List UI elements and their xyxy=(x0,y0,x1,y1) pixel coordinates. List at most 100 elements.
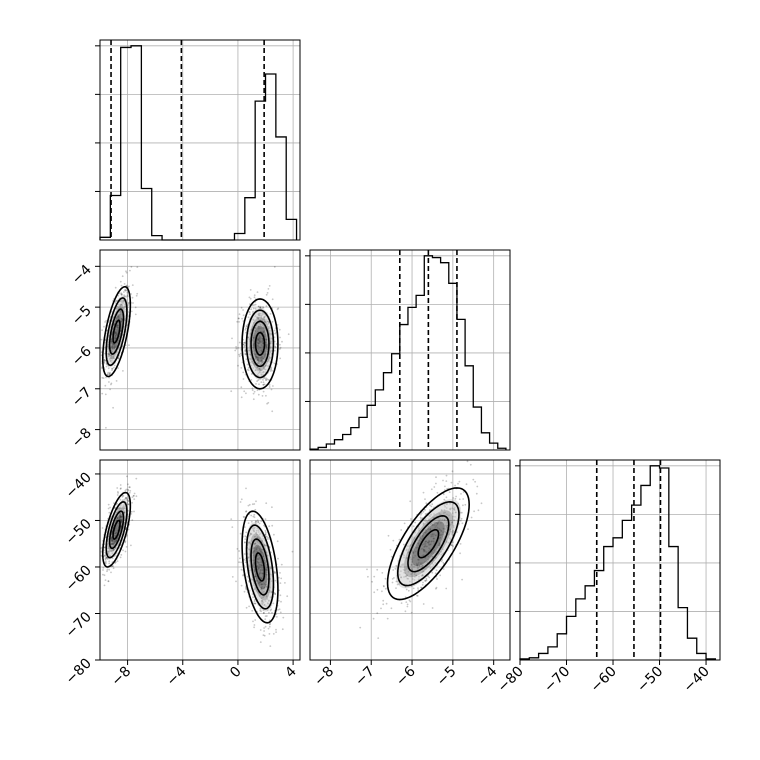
sample-point xyxy=(235,347,238,350)
sample-point xyxy=(256,341,258,343)
sample-point xyxy=(249,332,252,335)
sample-point xyxy=(257,356,259,359)
sample-point xyxy=(269,333,271,336)
sample-point xyxy=(264,354,266,357)
sample-point xyxy=(257,316,260,319)
sample-point xyxy=(480,502,483,505)
sample-point xyxy=(254,303,257,306)
sample-point xyxy=(244,350,247,353)
sample-point xyxy=(110,346,113,349)
sample-point xyxy=(257,359,260,362)
sample-point xyxy=(264,356,267,358)
sample-point xyxy=(273,329,276,332)
sample-point xyxy=(258,346,261,348)
sample-point xyxy=(250,364,253,367)
sample-point xyxy=(260,350,263,353)
sample-point xyxy=(252,398,255,401)
sample-point xyxy=(116,351,119,354)
sample-point xyxy=(256,316,258,319)
sample-point xyxy=(102,566,105,569)
sample-point xyxy=(257,348,260,351)
contour-0-1-3 xyxy=(241,298,279,390)
sample-point xyxy=(448,491,451,493)
sample-point xyxy=(272,633,275,635)
contour-0-0-2 xyxy=(105,297,128,367)
sample-point xyxy=(257,338,260,341)
sample-point xyxy=(257,342,260,345)
sample-point xyxy=(106,373,109,375)
sample-point xyxy=(268,327,270,330)
sample-point xyxy=(116,307,118,310)
sample-point xyxy=(253,513,256,516)
sample-point xyxy=(260,356,263,359)
sample-point xyxy=(271,298,274,301)
sample-point xyxy=(115,316,118,319)
sample-point xyxy=(460,493,462,495)
sample-point xyxy=(284,582,286,584)
sample-point xyxy=(430,505,433,508)
sample-point xyxy=(269,342,272,345)
sample-point xyxy=(400,602,403,604)
sample-point xyxy=(120,303,122,306)
sample-point xyxy=(114,331,116,334)
sample-point xyxy=(121,301,124,304)
sample-point xyxy=(253,296,256,299)
sample-point xyxy=(366,568,368,571)
sample-point xyxy=(442,479,444,482)
sample-point xyxy=(279,348,281,350)
sample-point xyxy=(265,394,267,397)
sample-point xyxy=(112,567,115,570)
sample-point xyxy=(242,314,245,317)
sample-point xyxy=(260,356,263,359)
sample-point xyxy=(387,534,390,537)
sample-point xyxy=(257,345,260,348)
sample-point xyxy=(253,304,256,306)
sample-point xyxy=(424,509,426,511)
sample-point xyxy=(120,306,123,309)
sample-point xyxy=(114,534,117,537)
marginal-hist-0 xyxy=(95,39,301,241)
sample-point xyxy=(279,594,282,597)
sample-point xyxy=(124,305,126,308)
sample-point xyxy=(257,359,260,362)
sample-point xyxy=(249,353,251,355)
sample-point xyxy=(429,504,431,507)
sample-point xyxy=(131,519,134,521)
sample-point xyxy=(120,318,123,320)
sample-point xyxy=(243,516,246,519)
sample-point xyxy=(113,335,116,338)
sample-point xyxy=(464,503,467,506)
sample-point xyxy=(270,349,273,352)
sample-point xyxy=(116,324,118,327)
sample-point xyxy=(116,333,118,335)
sample-point xyxy=(265,305,268,308)
sample-point xyxy=(270,337,273,340)
sample-point xyxy=(243,344,246,347)
sample-point xyxy=(400,529,403,531)
sample-point xyxy=(458,480,461,483)
sample-point xyxy=(257,345,260,347)
sample-point xyxy=(116,509,119,512)
sample-point xyxy=(377,637,380,639)
sample-point xyxy=(239,501,242,503)
sample-point xyxy=(278,328,281,331)
sample-point xyxy=(263,313,265,315)
sample-point xyxy=(101,376,104,379)
sample-point xyxy=(275,628,277,631)
sample-point xyxy=(104,341,107,344)
sample-point xyxy=(268,611,270,614)
sample-point xyxy=(259,360,262,363)
marginal-grid-2 xyxy=(519,460,720,660)
sample-point xyxy=(121,299,124,302)
sample-point xyxy=(116,305,119,308)
sample-point xyxy=(101,527,104,529)
sample-point xyxy=(117,307,120,310)
sample-point xyxy=(264,355,266,358)
sample-point xyxy=(251,609,254,612)
sample-point xyxy=(262,312,264,315)
sample-point xyxy=(250,329,253,331)
sample-point xyxy=(251,362,254,364)
sample-point xyxy=(116,487,119,489)
sample-point xyxy=(131,296,134,299)
sample-point xyxy=(131,501,133,504)
